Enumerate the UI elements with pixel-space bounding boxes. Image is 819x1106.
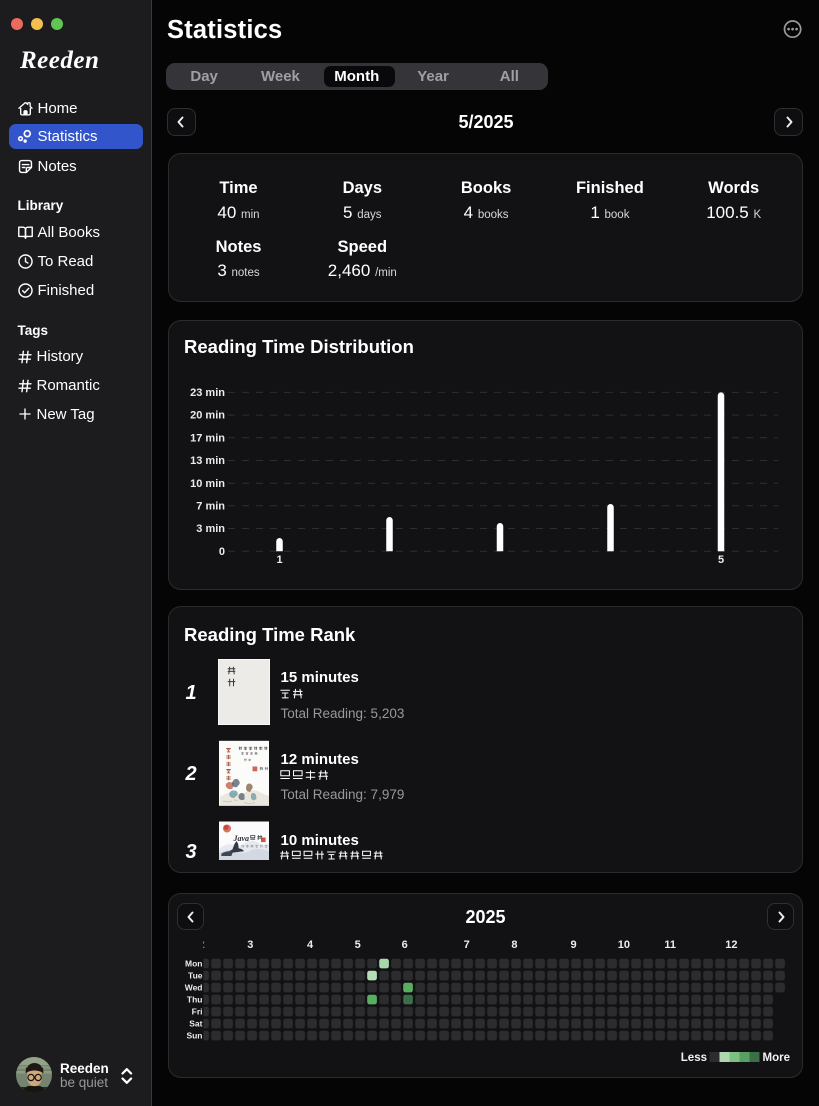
- svg-text:8: 8: [511, 939, 517, 951]
- svg-text:Sun: Sun: [186, 1031, 202, 1041]
- svg-text:Less: Less: [681, 1052, 707, 1064]
- svg-text:Thu: Thu: [187, 995, 203, 1005]
- svg-text:7: 7: [464, 939, 470, 951]
- svg-text:5: 5: [355, 939, 361, 951]
- svg-text:10: 10: [618, 939, 630, 951]
- svg-text:Tue: Tue: [188, 971, 203, 981]
- svg-text:Reeden: Reeden: [60, 1061, 109, 1076]
- svg-text:Sat: Sat: [189, 1019, 202, 1029]
- svg-text:Mon: Mon: [185, 959, 202, 969]
- svg-text:Fri: Fri: [192, 1007, 203, 1017]
- svg-text:4: 4: [307, 939, 314, 951]
- svg-text:3: 3: [247, 939, 253, 951]
- svg-text:be quiet: be quiet: [60, 1075, 108, 1090]
- svg-text:Wed: Wed: [185, 983, 203, 993]
- svg-text:6: 6: [402, 939, 408, 951]
- svg-text:Java: Java: [233, 834, 250, 843]
- svg-text:2: 2: [198, 939, 204, 951]
- svg-text:More: More: [763, 1052, 790, 1064]
- svg-text:12: 12: [725, 939, 737, 951]
- svg-text:11: 11: [664, 939, 676, 951]
- svg-text:9: 9: [571, 939, 577, 951]
